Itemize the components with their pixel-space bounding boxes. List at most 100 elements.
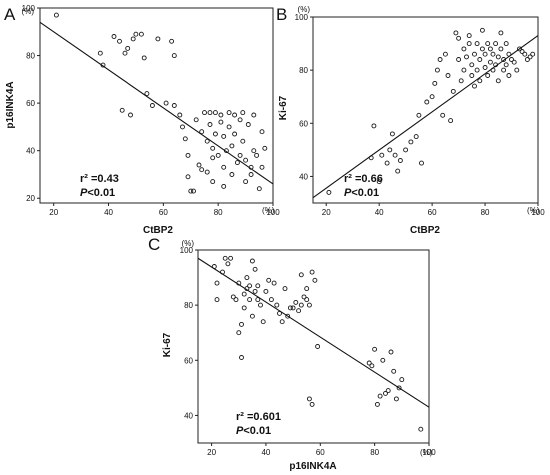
panel-a-data-point xyxy=(240,110,246,116)
panel-a-data-point xyxy=(199,167,205,173)
panel-b-x-tick-label: 20 xyxy=(322,208,331,217)
panel-b-ticks: 20 40 60 80 100 40 60 80 100 xyxy=(295,13,546,217)
panel-b-data-point xyxy=(506,73,512,78)
panel-b-data-point xyxy=(527,54,533,60)
panel-c-data-point xyxy=(247,283,253,289)
panel-b-y-tick-label: 80 xyxy=(299,66,308,75)
panel-a-data-point xyxy=(149,103,155,108)
panel-c-x-tick-label: 80 xyxy=(370,448,379,457)
panel-b-data-point xyxy=(432,80,438,86)
panel-c-pvalue: P<0.01 xyxy=(236,425,271,437)
panel-a-data-point xyxy=(185,174,191,180)
panel-c-ticks: 20 40 60 80 100 40 60 80 100 xyxy=(180,246,437,457)
panel-c-data-point xyxy=(266,277,272,283)
panel-b-data-point xyxy=(498,30,504,36)
panel-a-data-point xyxy=(245,122,251,127)
panel-b-data-point xyxy=(466,41,472,47)
panel-a-data-point xyxy=(226,110,232,116)
panel-b: B 20 40 60 80 100 40 60 80 100 (%) (%) CtBP2 Ki-… xyxy=(276,5,545,236)
panel-c-fit-line xyxy=(197,257,430,408)
panel-c-p-letter: P xyxy=(236,425,244,437)
panel-c-data-point xyxy=(214,280,220,286)
panel-c-data-point xyxy=(268,297,274,303)
panel-b-data-point xyxy=(472,83,477,89)
panel-b-y-title: Ki-67 xyxy=(278,95,289,120)
panel-c-data-point xyxy=(233,297,239,303)
panel-c-data-point xyxy=(374,401,380,407)
panel-a-p-rest: <0.01 xyxy=(87,187,115,199)
panel-c-data-point xyxy=(385,388,391,394)
panel-c-y-tick-label: 80 xyxy=(184,301,193,310)
panel-b-data-point xyxy=(440,112,446,118)
panel-a-data-point xyxy=(171,53,177,59)
panel-b-data-point xyxy=(403,147,409,153)
panel-c-data-point xyxy=(293,299,299,305)
panel-b-data-point xyxy=(387,147,393,153)
panel-b-data-point xyxy=(509,57,514,62)
panel-b-data-point xyxy=(461,46,467,52)
panel-b-data-point xyxy=(461,67,467,73)
panel-a-data-point xyxy=(210,145,216,151)
panel-a-data-point xyxy=(237,152,243,158)
panel-c-data-point xyxy=(241,305,247,311)
panel-c-data-point xyxy=(263,288,269,294)
panel-a-data-point xyxy=(243,157,249,163)
panel-a-data-point xyxy=(193,117,199,123)
panel-a-data-point xyxy=(218,119,224,125)
panel-a-data-point xyxy=(221,164,227,170)
panel-c-data-point xyxy=(241,291,247,297)
panel-b-data-point xyxy=(495,54,501,60)
panel-b-data-point xyxy=(482,65,488,70)
panel-c-data-point xyxy=(309,401,315,407)
panel-a-data-point xyxy=(259,129,265,135)
panel-c-x-tick-label: 60 xyxy=(316,448,325,457)
panel-a-data-point xyxy=(180,124,185,130)
panel-c-data-point xyxy=(391,368,397,374)
panel-a-data-point xyxy=(237,117,243,123)
panel-b-data-point xyxy=(379,152,385,158)
panel-b-data-point xyxy=(395,168,401,174)
panel-b-data-point xyxy=(456,57,462,62)
panel-c-data-point xyxy=(228,255,234,261)
panel-c-data-point xyxy=(252,288,258,294)
panel-b-p-letter: P xyxy=(344,187,352,199)
panel-b-data-point xyxy=(384,160,390,166)
panel-a-r2: r² =0.43 xyxy=(80,173,119,185)
panel-b-x-tick-label: 100 xyxy=(531,208,545,217)
panel-a-data-point xyxy=(204,169,210,175)
panel-a-fit-line xyxy=(39,21,274,185)
panel-a-data-point xyxy=(248,172,254,177)
panel-b-x-tick-label: 80 xyxy=(481,208,490,217)
panel-b-data-point xyxy=(511,59,517,65)
panel-b-data-point xyxy=(408,139,414,145)
panel-a-data-point xyxy=(243,179,249,185)
panel-b-data-point xyxy=(442,51,448,57)
panel-b-data-point xyxy=(485,41,491,47)
panel-b-data-point xyxy=(519,49,525,54)
panel-a-data-point xyxy=(234,160,240,166)
panel-c-y-title: Ki-67 xyxy=(162,332,173,357)
panel-b-data-point xyxy=(514,67,520,73)
panel-a-data-point xyxy=(130,36,136,42)
panel-c-y-tick-label: 40 xyxy=(184,411,193,420)
panel-c-data-point xyxy=(396,385,402,391)
panel-b-data-point xyxy=(376,179,382,185)
panel-a-data-point xyxy=(251,148,257,154)
panel-c-data-point xyxy=(247,297,253,303)
panel-b-data-point xyxy=(498,46,504,52)
panel-c-x-tick-label: 20 xyxy=(207,448,216,457)
panel-a-x-unit: (%) xyxy=(262,206,275,215)
panel-b-data-point xyxy=(424,99,430,105)
panel-c-data-point xyxy=(239,355,244,360)
panel-a-y-tick-label: 40 xyxy=(26,147,35,156)
panel-a-letter: A xyxy=(4,5,16,24)
panel-b-data-point xyxy=(490,51,496,57)
panel-c-data-point xyxy=(301,294,307,300)
panel-a-data-point xyxy=(163,100,169,106)
panel-c-x-tick-label: 40 xyxy=(261,448,270,457)
panel-c-r2: r² =0.601 xyxy=(236,411,281,423)
panel-a-data-point xyxy=(259,164,265,170)
panel-a-data-point xyxy=(128,112,133,118)
panel-a-y-tick-label: 100 xyxy=(22,4,36,13)
